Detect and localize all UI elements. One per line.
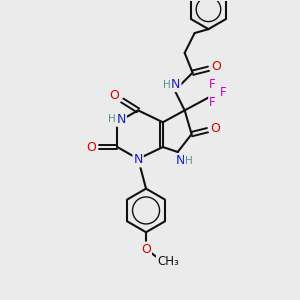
Text: N: N	[171, 78, 180, 91]
Text: H: H	[163, 80, 171, 90]
Text: O: O	[141, 243, 151, 256]
Text: H: H	[185, 156, 193, 166]
Text: N: N	[134, 153, 143, 167]
Text: F: F	[220, 86, 226, 99]
Text: CH₃: CH₃	[157, 256, 179, 268]
Text: O: O	[211, 122, 220, 135]
Text: H: H	[109, 114, 116, 124]
Text: O: O	[212, 60, 221, 73]
Text: N: N	[117, 113, 126, 126]
Text: N: N	[176, 154, 185, 167]
Text: F: F	[209, 96, 216, 109]
Text: O: O	[87, 140, 97, 154]
Text: F: F	[209, 78, 216, 91]
Text: O: O	[110, 89, 119, 102]
